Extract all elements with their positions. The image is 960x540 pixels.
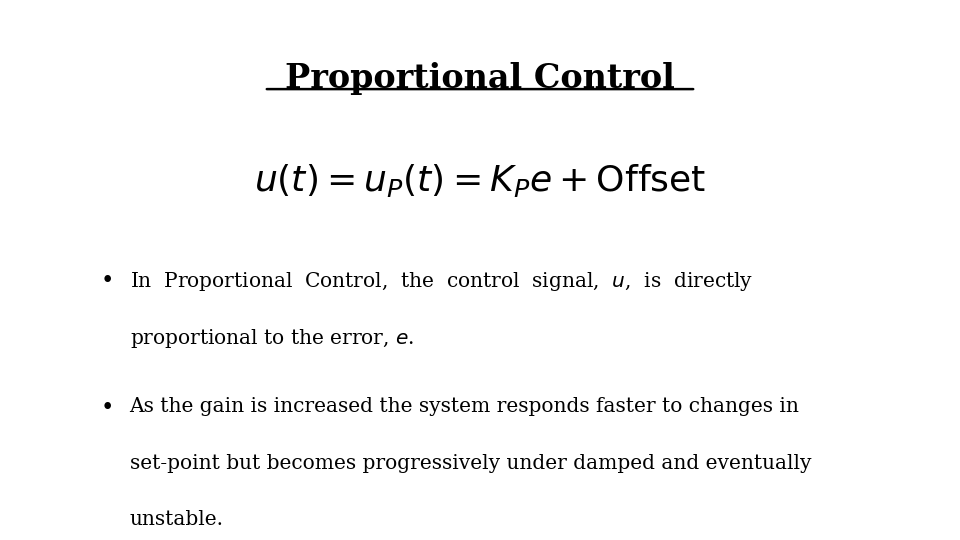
Text: •: • — [101, 270, 114, 292]
Text: As the gain is increased the system responds faster to changes in: As the gain is increased the system resp… — [130, 397, 800, 416]
Text: Proportional Control: Proportional Control — [285, 62, 675, 95]
Text: In  Proportional  Control,  the  control  signal,  $u$,  is  directly: In Proportional Control, the control sig… — [130, 270, 753, 293]
Text: unstable.: unstable. — [130, 510, 224, 529]
Text: set-point but becomes progressively under damped and eventually: set-point but becomes progressively unde… — [130, 454, 811, 472]
Text: proportional to the error, $e$.: proportional to the error, $e$. — [130, 327, 414, 350]
Text: •: • — [101, 397, 114, 419]
Text: $u(t)=u_P(t)=K_P e+\mathrm{Offset}$: $u(t)=u_P(t)=K_P e+\mathrm{Offset}$ — [253, 162, 707, 199]
